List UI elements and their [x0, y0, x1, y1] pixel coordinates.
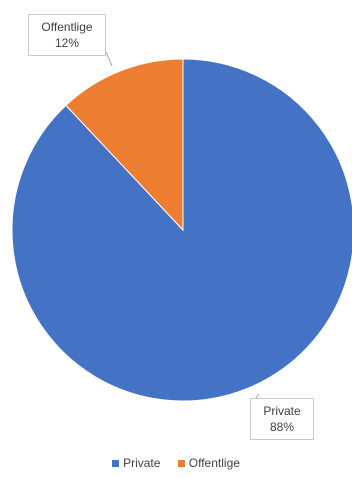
legend-label-private: Private — [123, 456, 161, 470]
leader-line-private — [255, 393, 260, 399]
callout-leaders — [105, 51, 260, 399]
pie-slices — [11, 58, 352, 402]
data-label-offentlige-value: 12% — [54, 36, 80, 50]
data-label-private: Private 88% — [250, 398, 314, 440]
legend-swatch-offentlige — [177, 460, 185, 468]
pie-slice-private[interactable] — [11, 58, 352, 402]
legend-swatch-private — [112, 460, 120, 468]
data-label-offentlige-name: Offentlige — [41, 20, 93, 34]
chart-legend: Private Offentlige — [0, 456, 352, 470]
pie-slice-offentlige[interactable] — [65, 58, 184, 232]
data-label-private-name: Private — [263, 404, 301, 418]
data-label-offentlige: Offentlige 12% — [28, 14, 106, 56]
leader-line-offentlige — [105, 51, 113, 67]
data-label-private-value: 88% — [269, 420, 295, 434]
legend-label-offentlige: Offentlige — [188, 456, 240, 470]
legend-item-private[interactable]: Private — [112, 456, 160, 470]
legend-item-offentlige[interactable]: Offentlige — [177, 456, 240, 470]
